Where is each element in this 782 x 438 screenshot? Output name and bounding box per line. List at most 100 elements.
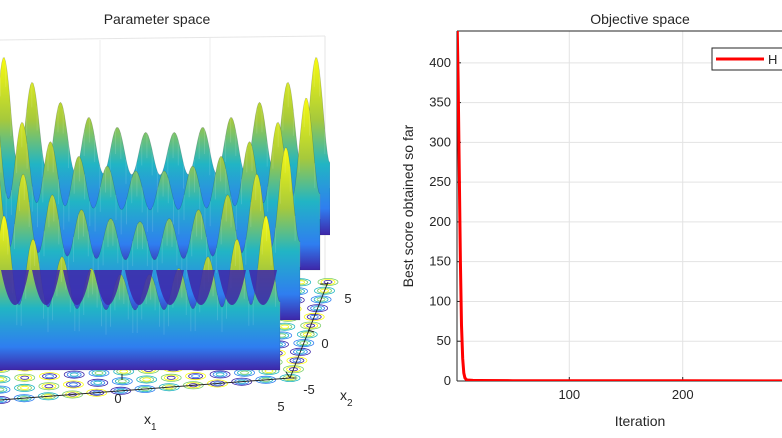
contour-ring: [37, 392, 59, 401]
contour-ring: [0, 385, 11, 394]
contour-ring: [299, 341, 309, 346]
contour-ring: [134, 384, 156, 393]
contour-ring: [310, 295, 332, 304]
contour-ring: [240, 370, 249, 375]
surface-mesh: [0, 57, 330, 371]
x-axis-ticks: 100200300400: [558, 377, 694, 402]
contour-ring: [20, 375, 30, 380]
surface-minimum: [156, 270, 184, 305]
contour-ring: [69, 382, 78, 387]
contour-ring: [14, 383, 35, 392]
legend-label: H: [768, 52, 777, 67]
contour-ring: [210, 380, 225, 387]
contour-ring: [279, 373, 301, 382]
contour-ring: [0, 396, 11, 404]
x-tick-label: 100: [558, 387, 580, 402]
contour-ring: [63, 380, 84, 389]
x1-axis-line: [0, 377, 291, 401]
contour-ring: [41, 383, 57, 390]
y-tick-label: 400: [429, 55, 451, 70]
contour-ring: [117, 379, 127, 384]
contour-ring: [20, 385, 29, 390]
legend: H: [711, 47, 782, 71]
contour-ring: [137, 385, 153, 392]
contour-ring: [212, 371, 228, 378]
x2-axis-label: x2: [340, 387, 353, 409]
surface-minimum: [187, 270, 215, 305]
line-series: [457, 31, 782, 381]
contour-ring: [119, 369, 129, 374]
contour-ring: [231, 377, 253, 386]
contour-ring: [306, 323, 316, 328]
contour-ring: [0, 376, 8, 383]
contour-ring: [158, 383, 180, 392]
x-tick-label: 200: [672, 387, 694, 402]
contour-ring: [69, 372, 79, 377]
y-tick-label: 0: [444, 373, 451, 388]
contour-ring: [209, 370, 231, 379]
surface-minimum: [63, 270, 91, 305]
contour-ring: [0, 387, 5, 392]
contour-ring: [303, 322, 319, 329]
contour-ring: [299, 331, 315, 338]
contour-ring: [45, 374, 54, 379]
contour-ring: [289, 347, 311, 356]
contour-ring: [142, 377, 152, 382]
contour-ring: [300, 321, 322, 330]
line-chart: Objective space 0 50 100 150 200 250 300 350 400…: [400, 11, 782, 429]
contour-ring: [255, 375, 277, 384]
contour-ring: [313, 296, 329, 303]
x2-tick-label-1: 0: [321, 336, 328, 351]
x-axis-label: Iteration: [615, 413, 666, 429]
surface-minimum: [32, 270, 60, 305]
contour-ring: [17, 384, 32, 391]
contour-ring: [280, 324, 290, 329]
contour-ring: [296, 340, 312, 347]
contour-ring: [0, 375, 11, 384]
contour-ring: [0, 386, 8, 393]
contour-ring: [62, 390, 83, 399]
x2-tick-label-0: 5: [344, 291, 351, 306]
contour-ring: [163, 374, 179, 381]
y-axis-ticks: 0 50 100 150 200 250 300 350 400: [429, 55, 461, 388]
surface-minimum: [218, 270, 246, 305]
contour-ring: [295, 349, 305, 354]
contour-ring: [310, 305, 326, 312]
contour-ring: [14, 373, 36, 382]
surface-minimum: [125, 270, 153, 305]
contour-ring: [296, 330, 318, 339]
line-title: Objective space: [590, 11, 690, 27]
contour-ring: [191, 374, 201, 379]
contour-ring: [42, 373, 57, 380]
contour-ring: [65, 391, 80, 398]
contour-ring: [188, 373, 204, 380]
x1-tick-label-0: 0: [114, 391, 121, 406]
x2-tick-label-2: -5: [303, 382, 315, 397]
contour-ring: [302, 332, 312, 337]
y-tick-label: 300: [429, 134, 451, 149]
contour-ring: [316, 297, 326, 302]
y-tick-label: 200: [429, 214, 451, 229]
contour-ring: [93, 380, 103, 385]
contour-ring: [94, 370, 104, 375]
y-tick-label: 250: [429, 174, 451, 189]
contour-ring: [136, 375, 158, 384]
y-tick-label: 100: [429, 293, 451, 308]
surface-minimum: [1, 270, 29, 305]
contour-ring: [182, 381, 204, 390]
contour-ring: [207, 379, 228, 388]
contour-ring: [286, 356, 308, 365]
contour-ring: [237, 369, 252, 376]
surface-ridge: [0, 215, 281, 371]
contour-ring: [306, 313, 322, 320]
contour-ring: [17, 374, 33, 381]
contour-ring: [215, 372, 225, 377]
contour-ring: [38, 382, 60, 391]
surface-minimum: [249, 270, 277, 305]
contour-ring: [63, 370, 85, 379]
contour-ring: [39, 372, 60, 381]
contour-ring: [13, 394, 35, 403]
x1-tick-label-1: 5: [277, 399, 284, 414]
contour-ring: [293, 339, 315, 348]
contour-ring: [139, 376, 155, 383]
